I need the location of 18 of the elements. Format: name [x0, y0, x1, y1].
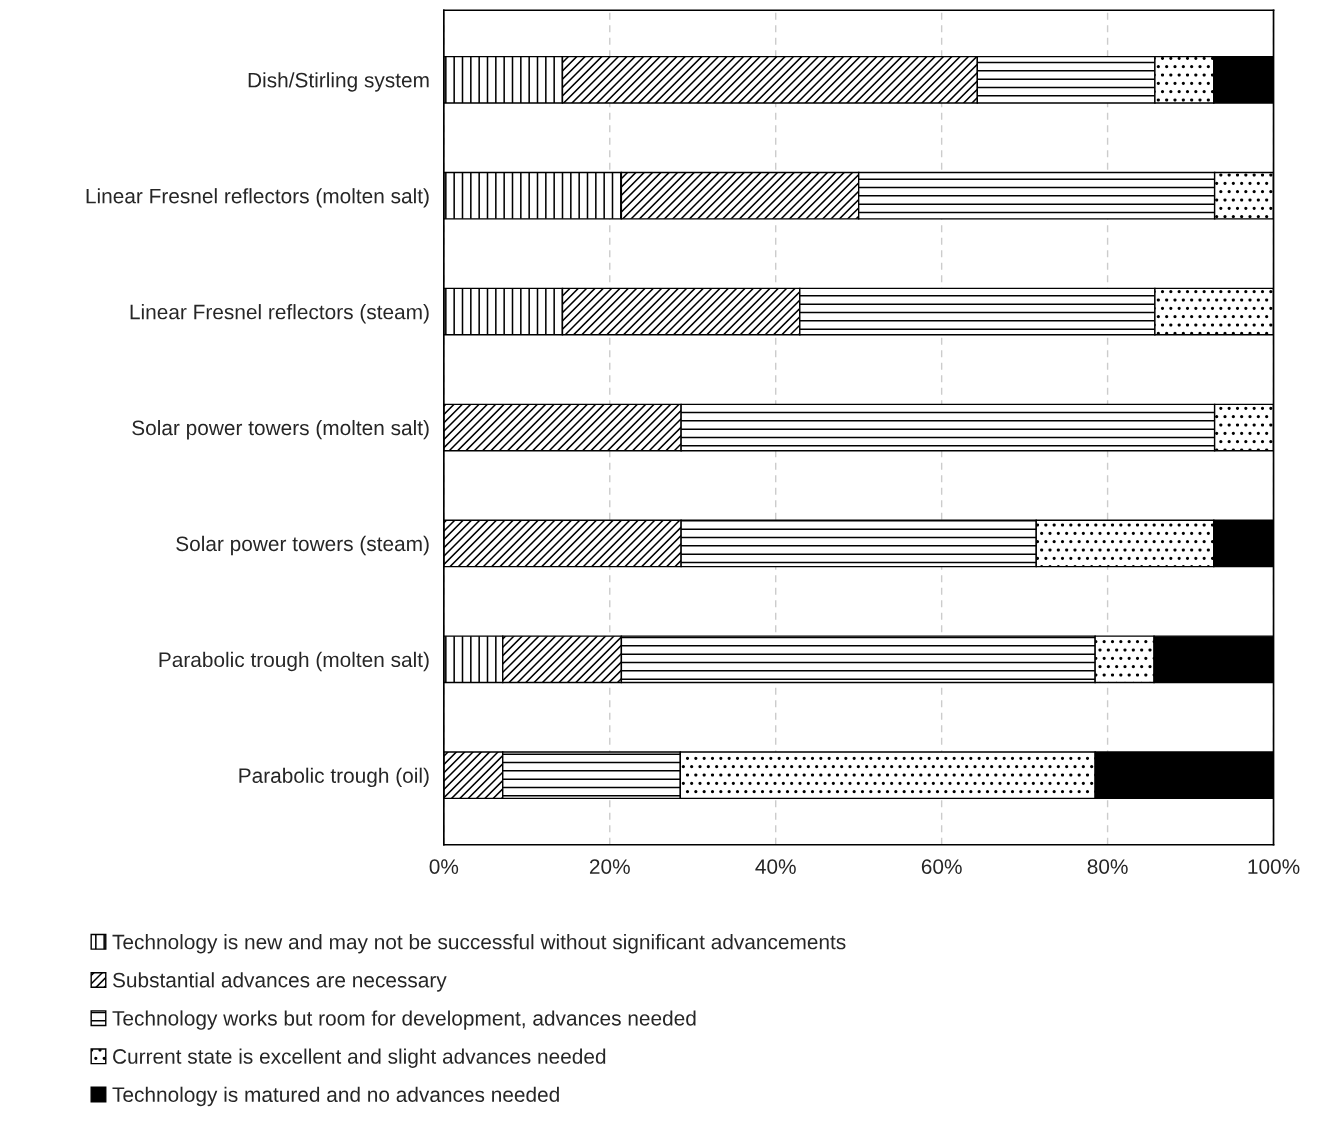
x-tick-label: 40% — [755, 859, 796, 874]
legend-label: Technology works but room for development, advances needed — [112, 1010, 696, 1030]
x-tick-label: 20% — [589, 859, 630, 874]
legend-label: Technology is matured and no advances needed — [112, 1086, 559, 1107]
y-tick-label: Linear Fresnel reflectors (steam) — [130, 304, 429, 324]
y-tick-label: Parabolic trough (molten salt) — [159, 651, 429, 672]
x-tick-label: 60% — [921, 859, 962, 874]
legend-label: Current state is excellent and slight advances needed — [113, 1048, 606, 1068]
legend-label: Technology is new and may not be successful without significant advancements — [112, 934, 846, 954]
y-tick-label: Linear Fresnel reflectors (molten salt) — [86, 188, 429, 208]
x-tick-label: 100% — [1248, 859, 1300, 874]
y-tick-label: Solar power towers (steam) — [176, 535, 429, 556]
legend-label: Substantial advances are necessary — [112, 972, 447, 992]
x-tick-label: 80% — [1087, 859, 1128, 874]
y-tick-label: Parabolic trough (oil) — [239, 767, 429, 788]
x-tick-label: 0% — [429, 859, 459, 874]
y-tick-label: Dish/Stirling system — [248, 72, 429, 92]
y-tick-label: Solar power towers (molten salt) — [132, 419, 429, 440]
